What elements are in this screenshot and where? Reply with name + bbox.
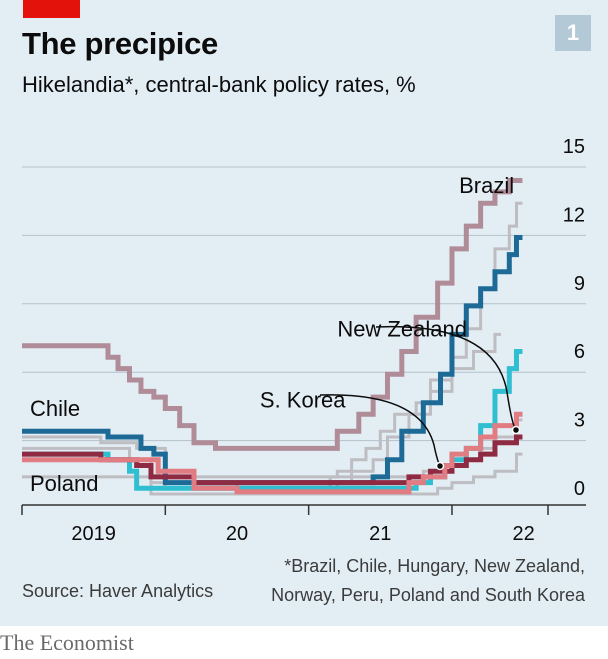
economist-brand: The Economist (0, 630, 134, 655)
chart-number-badge: 1 (555, 15, 591, 51)
annotation-new-zealand: New Zealand (337, 317, 467, 342)
series-line-brazil (22, 178, 523, 451)
footnote-line-2: Norway, Peru, Poland and South Korea (271, 585, 585, 605)
y-tick-label: 9 (574, 273, 585, 295)
chart-subtitle: Hikelandia*, central-bank policy rates, … (22, 72, 416, 97)
series-line-s-korea (22, 434, 523, 486)
gridlines (22, 166, 586, 506)
footnote-line-1: *Brazil, Chile, Hungary, New Zealand, (284, 556, 585, 576)
y-tick-label: 0 (574, 478, 585, 500)
x-axis: 2019 20 21 22 (21, 505, 549, 545)
leader-line-new-zealand (375, 325, 517, 431)
series-label-chile: Chile (30, 396, 80, 421)
y-tick-label: 12 (563, 204, 585, 226)
x-tick-label: 20 (226, 523, 248, 545)
series-lines (22, 178, 523, 496)
y-tick-label: 15 (563, 136, 585, 158)
annotation-s-korea: S. Korea (260, 387, 346, 412)
series-line-other (22, 452, 523, 496)
leader-line-s-korea (319, 394, 441, 467)
chart-panel (0, 0, 608, 626)
leader-dot-s-korea (435, 461, 445, 471)
x-tick-label: 2019 (71, 523, 116, 545)
source-note: Source: Haver Analytics (22, 581, 214, 601)
x-tick-label: 22 (513, 523, 535, 545)
x-tick-label: 21 (369, 523, 391, 545)
y-tick-label: 3 (574, 410, 585, 432)
series-line-poland (22, 411, 523, 495)
leader-dot-new-zealand (511, 425, 521, 435)
y-tick-labels: 0 3 6 9 12 15 (563, 136, 585, 500)
brand-red-tab (23, 0, 80, 18)
footnote: *Brazil, Chile, Hungary, New Zealand, No… (271, 552, 585, 610)
annotations: Brazil New Zealand S. Korea Chile Poland (30, 173, 521, 496)
annotation-brazil: Brazil (459, 173, 514, 198)
series-label-poland: Poland (30, 471, 99, 496)
series-line-chile (22, 235, 523, 486)
y-tick-label: 6 (574, 341, 585, 363)
policy-rates-chart: 0 3 6 9 12 15 2019 20 21 22 Brazil New Zealand S. … (21, 136, 586, 545)
chart-title: The precipice (22, 26, 218, 61)
series-line-new-zealand (22, 349, 523, 491)
